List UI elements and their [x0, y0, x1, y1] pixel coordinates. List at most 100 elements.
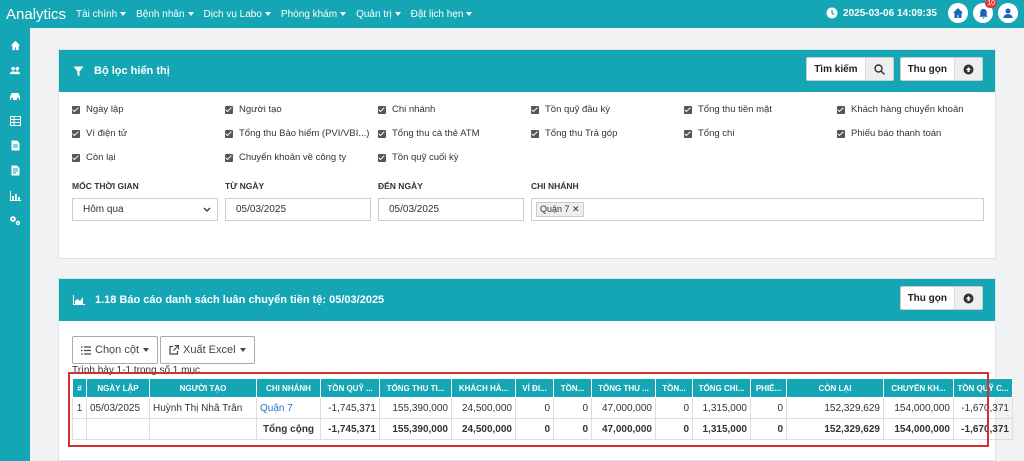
home-button[interactable]: [948, 3, 968, 23]
col-e-wallet[interactable]: VÍ ĐI...: [515, 378, 554, 398]
datetime: 2025-03-06 14:09:35: [843, 7, 937, 19]
choose-columns-label: Chọn cột: [95, 344, 140, 356]
sidebar-document[interactable]: [0, 133, 30, 158]
sidebar: [0, 28, 30, 461]
checked-icon: [225, 153, 233, 162]
checked-icon: [225, 129, 233, 138]
menu-admin[interactable]: Quản trị: [356, 9, 401, 20]
table-total-row: Tổng cộng -1,745,371 155,390,000 24,500,…: [72, 418, 1013, 440]
col-insurance[interactable]: TỒN...: [553, 378, 592, 398]
from-date-input[interactable]: 05/03/2025: [225, 198, 371, 221]
gears-icon: [10, 216, 21, 226]
report-title: 1.18 Báo cáo danh sách luân chuyển tiền …: [95, 294, 385, 306]
user-avatar-button[interactable]: [998, 3, 1018, 23]
checked-icon: [531, 129, 539, 138]
file-text-icon: [11, 165, 19, 176]
branch-tag-label: Quận 7: [540, 204, 570, 214]
checkbox-vi-dien-tu[interactable]: Ví điện tử: [72, 128, 127, 139]
checked-icon: [225, 105, 233, 114]
checkbox-khach-hang-chuyen-khoan[interactable]: Khách hàng chuyển khoản: [837, 104, 964, 115]
area-chart-icon: [73, 295, 85, 305]
sidebar-settings[interactable]: [0, 208, 30, 233]
checkbox-label: Chuyển khoản về công ty: [239, 152, 347, 163]
menu-appointments[interactable]: Đặt lịch hẹn: [411, 9, 473, 20]
col-atm-income[interactable]: TỔNG THU ...: [591, 378, 656, 398]
col-payment-notice[interactable]: PHIẾ...: [750, 378, 787, 398]
export-excel-button[interactable]: Xuất Excel: [160, 336, 255, 364]
checkbox-ton-quy-cuoi-ky[interactable]: Tồn quỹ cuối kỳ: [378, 152, 459, 163]
search-icon: [864, 58, 893, 80]
report-collapse-button[interactable]: Thu gọn: [899, 286, 983, 310]
checkbox-label: Tổng thu tiền mặt: [698, 104, 772, 115]
checkbox-tong-thu-the-atm[interactable]: Tổng thu cà thẻ ATM: [378, 128, 479, 139]
sidebar-report[interactable]: [0, 158, 30, 183]
checkbox-nguoi-tao[interactable]: Người tạo: [225, 104, 282, 115]
sidebar-patients[interactable]: [0, 58, 30, 83]
sidebar-home[interactable]: [0, 33, 30, 58]
checkbox-tong-thu-tien-mat[interactable]: Tổng thu tiền mặt: [684, 104, 772, 115]
caret-down-icon: [239, 348, 246, 352]
col-customer-transfer[interactable]: KHÁCH HÀ...: [451, 378, 516, 398]
checkbox-label: Chi nhánh: [392, 104, 436, 115]
checkbox-label: Tổng chi: [698, 128, 735, 139]
filter-collapse-button[interactable]: Thu gọn: [899, 57, 983, 81]
col-branch[interactable]: CHI NHÁNH: [256, 378, 321, 398]
filter-header-buttons: Tìm kiếm Thu gọn: [806, 57, 983, 81]
table-header-row: # NGÀY LẬP NGƯỜI TẠO CHI NHÁNH TỒN QUỸ .…: [72, 378, 1013, 398]
checkbox-label: Tổng thu Trả góp: [545, 128, 618, 139]
home-icon: [10, 40, 20, 51]
checkbox-label: Phiếu báo thanh toán: [851, 128, 942, 139]
checkbox-chi-nhanh[interactable]: Chi nhánh: [378, 104, 435, 115]
brand-title[interactable]: Analytics: [6, 5, 67, 23]
menu-label: Quản trị: [356, 8, 392, 20]
notification-button[interactable]: 10: [973, 0, 997, 23]
col-cash-income[interactable]: TỔNG THU TI...: [379, 378, 452, 398]
chart-icon: [9, 190, 21, 201]
checkbox-tong-thu-tra-gop[interactable]: Tổng thu Trả góp: [531, 128, 617, 139]
branch-label: CHI NHÁNH: [531, 181, 579, 191]
col-remaining[interactable]: CÒN LẠI: [786, 378, 884, 398]
menu-finance[interactable]: Tài chính: [76, 9, 127, 20]
checkbox-ton-quy-dau-ky[interactable]: Tồn quỹ đầu kỳ: [531, 104, 610, 115]
list-icon: [81, 345, 91, 355]
checkbox-ngay-lap[interactable]: Ngày lập: [72, 104, 124, 115]
checkbox-con-lai[interactable]: Còn lại: [72, 152, 116, 163]
sidebar-table[interactable]: [0, 108, 30, 133]
sidebar-labo[interactable]: [0, 83, 30, 108]
branch-select[interactable]: Quận 7 ✕: [531, 198, 984, 221]
time-filter-select[interactable]: Hôm qua: [72, 198, 218, 221]
checkbox-label: Tồn quỹ cuối kỳ: [392, 152, 459, 163]
menu-patients[interactable]: Bệnh nhân: [136, 8, 194, 20]
menu-clinic[interactable]: Phòng khám: [280, 8, 347, 20]
caret-down-icon: [120, 12, 127, 16]
checkbox-tong-chi[interactable]: Tổng chi: [684, 128, 734, 139]
checkbox-chuyen-khoan-ve-cong-ty[interactable]: Chuyển khoản về công ty: [225, 152, 346, 163]
col-company-transfer[interactable]: CHUYỂN KH...: [883, 378, 954, 398]
file-icon: [11, 140, 19, 151]
main-menu: Tài chính Bệnh nhân Dịch vụ Labo Phòng k…: [76, 8, 473, 20]
checkbox-tong-thu-bao-hiem[interactable]: Tổng thu Bảo hiểm (PVI/VBI...): [225, 128, 369, 139]
menu-label: Phòng khám: [280, 8, 338, 20]
menu-labo[interactable]: Dịch vụ Labo: [204, 9, 271, 20]
col-creator[interactable]: NGƯỜI TẠO: [149, 378, 257, 398]
total-cash-income: 155,390,000: [379, 418, 452, 440]
home-icon: [953, 8, 963, 18]
checked-icon: [684, 105, 692, 114]
users-icon: [9, 66, 21, 75]
branch-tag[interactable]: Quận 7 ✕: [536, 202, 584, 217]
total-label: Tổng cộng: [256, 418, 321, 440]
checkbox-label: Ngày lập: [86, 104, 124, 115]
to-date-input[interactable]: 05/03/2025: [378, 198, 524, 221]
menu-label: Bệnh nhân: [136, 8, 185, 20]
search-label: Tìm kiếm: [814, 63, 858, 75]
checkbox-phieu-bao-thanh-toan[interactable]: Phiếu báo thanh toán: [837, 128, 941, 139]
bell-icon: [978, 8, 988, 19]
checkbox-label: Tổng thu Bảo hiểm (PVI/VBI...): [239, 128, 370, 139]
choose-columns-button[interactable]: Chọn cột: [72, 336, 159, 364]
sidebar-chart[interactable]: [0, 183, 30, 208]
search-button[interactable]: Tìm kiếm: [806, 57, 894, 81]
caret-down-icon: [340, 12, 347, 16]
table-icon: [9, 115, 21, 126]
close-icon[interactable]: ✕: [572, 204, 580, 214]
col-opening-balance[interactable]: TỒN QUỸ ...: [320, 378, 380, 398]
